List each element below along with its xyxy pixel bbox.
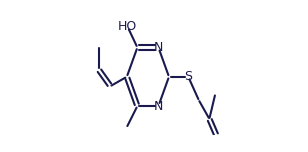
Text: N: N: [154, 41, 163, 54]
Text: S: S: [184, 70, 192, 83]
Text: HO: HO: [118, 20, 137, 33]
Text: N: N: [154, 100, 163, 112]
